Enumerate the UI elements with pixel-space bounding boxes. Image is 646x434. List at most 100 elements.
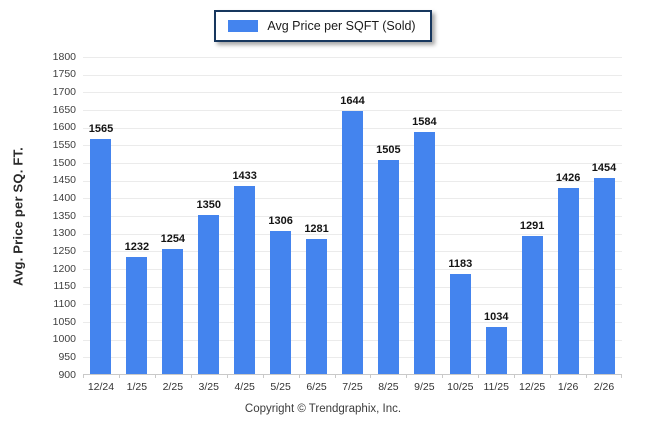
- x-axis-tick: [190, 374, 192, 378]
- x-tick-label: 8/25: [378, 381, 399, 393]
- bar-slot: 1034: [478, 56, 514, 374]
- x-tick-label: 2/25: [162, 381, 184, 393]
- bar: [485, 327, 507, 374]
- x-axis-tick: [442, 374, 444, 378]
- legend-label: Avg Price per SQFT (Sold): [267, 19, 416, 33]
- y-tick-label: 1650: [52, 103, 76, 116]
- x-tick-label: 5/25: [270, 381, 291, 393]
- bar: [341, 111, 363, 374]
- bar-slot: 1433: [227, 56, 263, 374]
- y-tick-label: 1400: [52, 191, 76, 204]
- bar-value-label: 1644: [340, 95, 365, 107]
- y-tick-label: 1500: [52, 156, 76, 169]
- y-tick-label: 1150: [53, 280, 76, 293]
- y-tick-label: 1300: [52, 227, 76, 240]
- bar-slot: 1454: [586, 56, 622, 374]
- x-axis-tick: [370, 374, 372, 378]
- bar-slot: 1644: [335, 56, 371, 374]
- bar-slot: 1232: [119, 56, 155, 374]
- bar-value-label: 1426: [555, 172, 581, 184]
- bar-value-label: 1505: [376, 144, 401, 156]
- bar-value-label: 1232: [124, 241, 150, 253]
- gridline: [83, 57, 622, 58]
- bar-slot: 1291: [514, 56, 550, 374]
- y-tick-label: 1800: [52, 50, 76, 63]
- x-axis-tick: [298, 374, 300, 378]
- bar-value-label: 1034: [483, 311, 509, 323]
- bar: [162, 249, 184, 374]
- bar-value-label: 1183: [448, 258, 473, 270]
- y-axis-title: Avg. Price per SQ. FT.: [10, 147, 26, 287]
- bar-slot: 1306: [263, 56, 299, 374]
- y-tick-label: 1450: [52, 174, 76, 187]
- legend-swatch-icon: [228, 20, 259, 32]
- x-axis-tick: [550, 374, 552, 378]
- bar: [377, 160, 399, 374]
- x-tick-label: 1/26: [557, 381, 579, 393]
- bar-value-label: 1433: [232, 170, 257, 182]
- bar-slot: 1426: [550, 56, 586, 374]
- bar: [198, 215, 220, 374]
- x-axis-tick: [406, 374, 408, 378]
- x-axis-tick: [83, 374, 84, 378]
- x-tick-label: 3/25: [198, 381, 219, 393]
- copyright-text: Copyright © Trendgraphix, Inc.: [244, 403, 402, 415]
- x-tick-label: 12/24: [87, 381, 115, 393]
- bar-slot: 1565: [83, 56, 119, 374]
- x-tick-label: 6/25: [306, 381, 327, 393]
- y-tick-label: 950: [58, 350, 76, 363]
- x-axis-tick: [154, 374, 156, 378]
- x-axis-tick: [514, 374, 516, 378]
- gridline: [83, 110, 622, 111]
- bar-slot: 1281: [299, 56, 335, 374]
- x-axis-tick: [334, 374, 336, 378]
- x-axis-tick: [118, 374, 120, 378]
- bar-slot: 1584: [406, 56, 442, 374]
- y-tick-label: 1000: [52, 333, 76, 346]
- y-axis-tick-labels: 900 950 1000 1050 1100 1150 1200 1250 1300 1350 14…: [36, 51, 76, 381]
- y-tick-label: 900: [58, 368, 76, 381]
- bar-slot: 1505: [370, 56, 406, 374]
- y-tick-label: 1550: [52, 138, 76, 151]
- x-axis-tick: [621, 374, 622, 378]
- x-tick-label: 9/25: [414, 381, 435, 393]
- bar-slot: 1254: [155, 56, 191, 374]
- gridline: [83, 92, 622, 94]
- bar-value-label: 1565: [88, 123, 114, 135]
- bar: [126, 257, 148, 374]
- x-tick-label: 11/25: [483, 381, 509, 393]
- bar: [90, 139, 112, 374]
- bar-slot: 1183: [442, 56, 478, 374]
- y-tick-label: 1100: [53, 297, 76, 310]
- x-axis-tick: [586, 374, 588, 378]
- y-tick-label: 1750: [52, 68, 76, 81]
- bar-value-label: 1350: [196, 199, 221, 211]
- bar-value-label: 1254: [160, 233, 186, 245]
- x-tick-label: 7/25: [342, 381, 363, 393]
- bar: [270, 231, 292, 374]
- legend: Avg Price per SQFT (Sold): [0, 10, 646, 42]
- bar-value-label: 1306: [268, 215, 293, 227]
- bar-slot: 1350: [191, 56, 227, 374]
- plot-area: 1565 12/24 1232 1/25 1254 2/25 1350 3/25 1433 4/2…: [83, 56, 622, 393]
- bar-value-label: 1584: [412, 116, 437, 128]
- bar: [557, 188, 579, 374]
- bar: [234, 186, 256, 374]
- y-tick-label: 1050: [52, 315, 76, 328]
- x-axis-tick: [262, 374, 264, 378]
- x-tick-label: 2/26: [593, 381, 615, 393]
- x-axis-tick: [478, 374, 480, 378]
- gridline: [83, 74, 622, 76]
- x-tick-label: 12/25: [519, 381, 546, 393]
- y-tick-label: 1350: [52, 209, 76, 222]
- y-tick-label: 1600: [52, 121, 76, 134]
- legend-box: Avg Price per SQFT (Sold): [214, 10, 432, 42]
- bar-value-label: 1454: [591, 162, 617, 174]
- y-tick-label: 1250: [52, 244, 76, 257]
- x-axis-tick: [226, 374, 228, 378]
- x-tick-label: 10/25: [447, 381, 474, 393]
- bar: [521, 236, 543, 374]
- bar-value-label: 1291: [519, 220, 545, 232]
- x-tick-label: 1/25: [126, 381, 148, 393]
